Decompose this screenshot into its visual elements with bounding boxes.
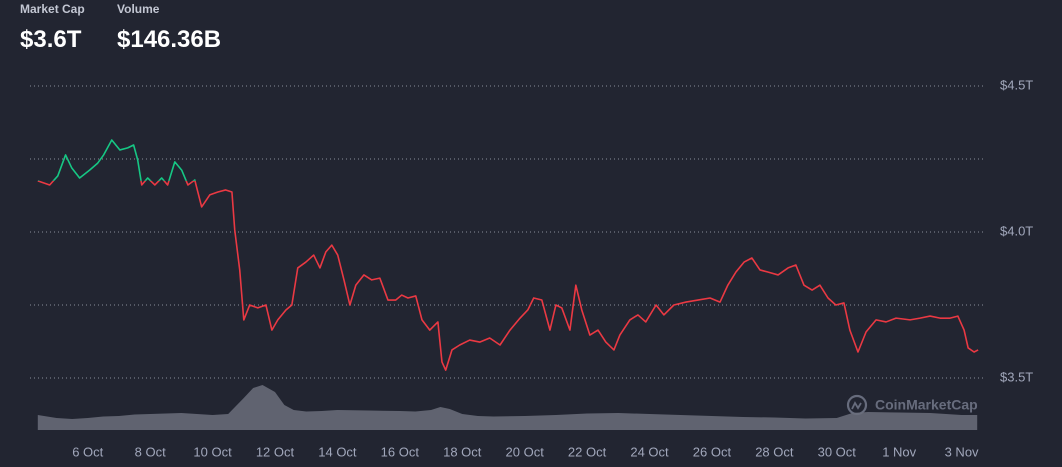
watermark: CoinMarketCap xyxy=(846,394,978,416)
x-tick-label: 20 Oct xyxy=(506,444,545,459)
stat-market-cap: Market Cap $3.6T xyxy=(20,2,85,54)
stat-label: Volume xyxy=(117,2,160,16)
x-tick-label: 10 Oct xyxy=(193,444,232,459)
volume-area xyxy=(37,385,978,430)
y-tick-label: $4.5T xyxy=(1000,77,1033,92)
x-tick-label: 14 Oct xyxy=(318,444,357,459)
watermark-logo-mark xyxy=(851,401,862,410)
x-tick-label: 24 Oct xyxy=(630,444,669,459)
x-tick-label: 1 Nov xyxy=(882,444,916,459)
x-tick-label: 26 Oct xyxy=(693,444,732,459)
price-line-down xyxy=(37,180,979,371)
stat-value: $3.6T xyxy=(20,26,82,53)
x-tick-label: 22 Oct xyxy=(568,444,607,459)
stat-label: Market Cap xyxy=(20,2,85,16)
x-tick-label: 6 Oct xyxy=(72,444,103,459)
x-tick-label: 3 Nov xyxy=(945,444,979,459)
y-tick-label: $4.0T xyxy=(1000,223,1033,238)
price-line-up xyxy=(37,139,196,181)
x-tick-label: 28 Oct xyxy=(755,444,794,459)
y-tick-label: $3.5T xyxy=(1000,369,1033,384)
x-tick-label: 30 Oct xyxy=(818,444,857,459)
x-tick-label: 8 Oct xyxy=(135,444,166,459)
watermark-text: CoinMarketCap xyxy=(875,397,978,413)
stat-volume: Volume $146.36B xyxy=(117,2,221,54)
x-tick-label: 18 Oct xyxy=(443,444,482,459)
x-tick-label: 12 Oct xyxy=(256,444,295,459)
x-tick-label: 16 Oct xyxy=(381,444,420,459)
stat-value: $146.36B xyxy=(117,26,222,53)
